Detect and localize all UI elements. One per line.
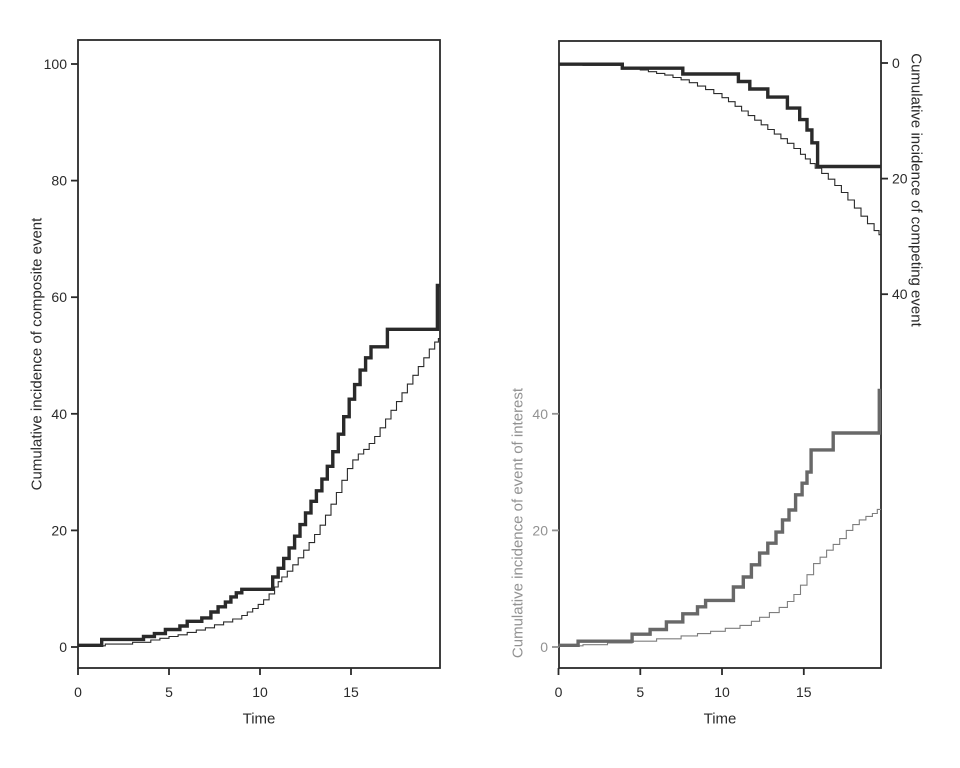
tick-label: 0 xyxy=(555,684,563,700)
tick-label: 20 xyxy=(892,171,908,187)
plot-frame xyxy=(77,39,441,669)
left-plot: 0 20 40 60 80 100 0 5 10 15 xyxy=(44,39,441,700)
left-plot-y-axis-title: Cumulative incidence of composite event xyxy=(28,217,46,491)
curve-interest-thin xyxy=(558,508,881,647)
tick-label: 5 xyxy=(636,684,644,700)
tick-label: 15 xyxy=(796,684,812,700)
left-plot-x-axis-title: Time xyxy=(242,710,276,728)
curve-competing-thin xyxy=(558,63,881,236)
tick-label: 0 xyxy=(59,639,67,655)
tick-label: 0 xyxy=(892,55,900,71)
tick-label: 10 xyxy=(714,684,730,700)
tick-label: 0 xyxy=(540,639,548,655)
tick-label: 100 xyxy=(44,56,68,72)
tick-label: 40 xyxy=(892,286,908,302)
tick-label: 20 xyxy=(532,522,548,538)
curve-composite-thin xyxy=(78,338,440,647)
tick-label: 10 xyxy=(252,684,268,700)
curve-competing-thick xyxy=(558,62,881,169)
tick-label: 5 xyxy=(165,684,173,700)
plot-frame xyxy=(558,40,882,669)
tick-label: 40 xyxy=(532,406,548,422)
tick-label: 15 xyxy=(343,684,359,700)
right-plot-x-axis-title: Time xyxy=(703,710,737,728)
right-plot: 0 20 40 0 20 40 0 5 10 15 xyxy=(532,40,908,700)
tick-label: 60 xyxy=(51,289,67,305)
curve-composite-thick xyxy=(78,283,440,647)
tick-label: 40 xyxy=(51,406,67,422)
tick-label: 80 xyxy=(51,173,67,189)
tick-label: 0 xyxy=(74,684,82,700)
curve-interest-thick xyxy=(558,388,881,647)
right-plot-left-axis-title: Cumulative incidence of event of interes… xyxy=(509,387,527,659)
right-plot-right-axis-title: Cumulative incidence of competing event xyxy=(907,53,925,327)
tick-label: 20 xyxy=(51,522,67,538)
